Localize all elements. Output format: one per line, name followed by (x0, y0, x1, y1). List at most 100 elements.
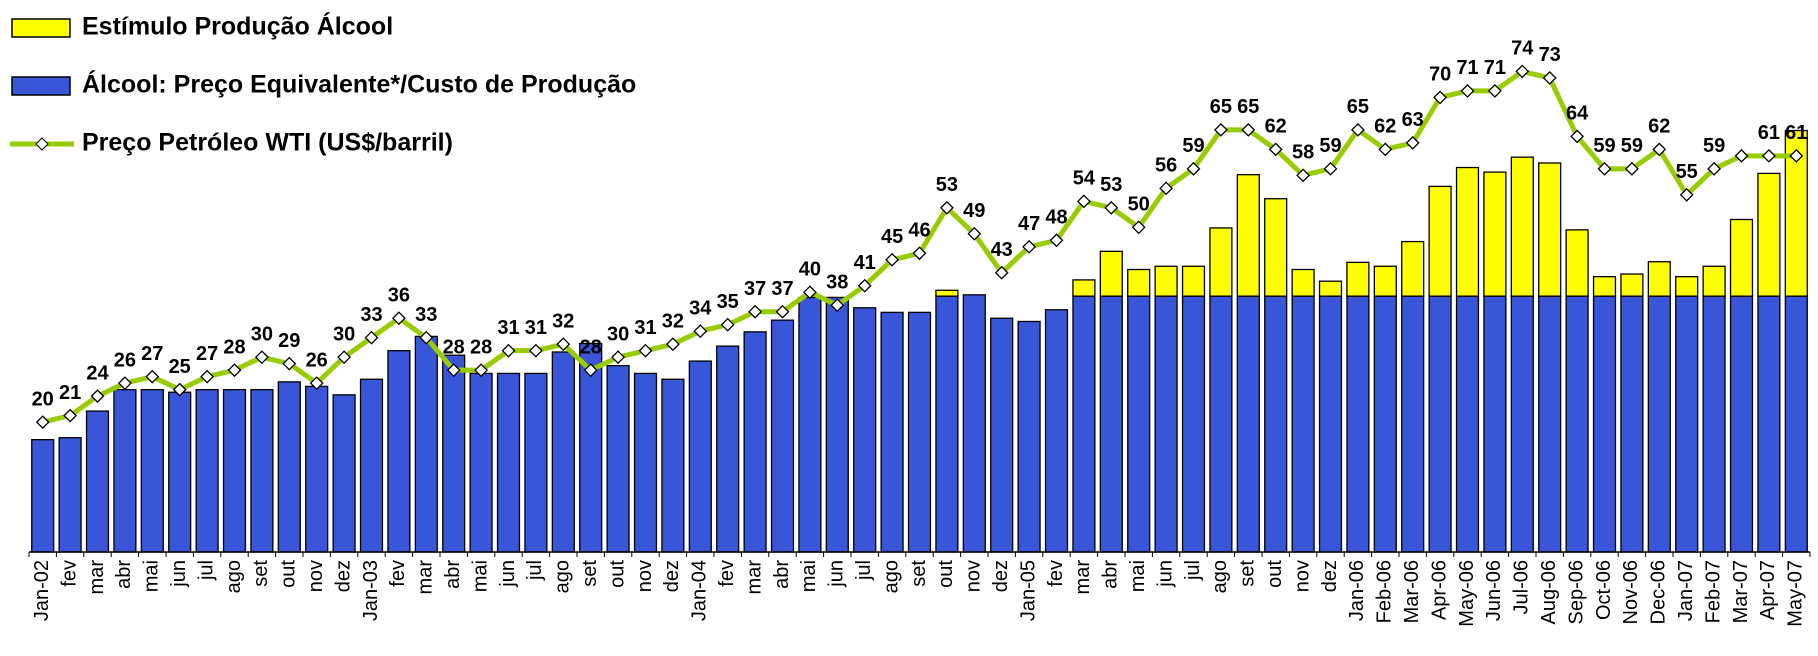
data-label: 70 (1429, 64, 1451, 86)
bar (853, 307, 877, 553)
bar (387, 350, 411, 553)
data-label: 31 (634, 317, 656, 339)
marker (1323, 161, 1338, 176)
marker (1186, 161, 1201, 176)
bar (1729, 218, 1754, 297)
bar (250, 388, 274, 553)
bar (1647, 295, 1671, 553)
bar (1455, 295, 1480, 553)
data-label: 29 (278, 330, 300, 352)
bar (1264, 198, 1288, 297)
bar (907, 311, 932, 553)
bar (1373, 295, 1397, 553)
marker (665, 337, 680, 352)
data-label: 62 (1265, 116, 1287, 138)
x-tick-label: mar (415, 560, 437, 595)
data-label: 45 (881, 226, 903, 248)
x-tick-label: abr (1100, 560, 1122, 589)
bar (1099, 250, 1123, 297)
bar (1318, 280, 1343, 297)
data-label: 56 (1155, 155, 1177, 177)
bar (442, 354, 466, 553)
bar (1044, 309, 1069, 553)
x-tick-label: Jan-07 (1675, 560, 1697, 621)
bar (1428, 295, 1452, 553)
marker (885, 252, 900, 267)
bar (31, 439, 55, 553)
bar (1099, 295, 1123, 553)
x-tick-label: jul (853, 560, 875, 581)
bar (1346, 295, 1370, 553)
data-label: 59 (1593, 135, 1615, 157)
x-tick-label: abr (771, 560, 793, 589)
marker (693, 324, 708, 339)
x-tick-label: dez (990, 560, 1012, 592)
marker (35, 415, 50, 430)
data-label: 62 (1374, 116, 1396, 138)
bar (1538, 295, 1562, 553)
data-label: 27 (196, 343, 218, 365)
x-tick-label: fev (1045, 560, 1067, 587)
data-label: 35 (717, 291, 739, 313)
bar (1592, 295, 1617, 553)
bar (1181, 295, 1206, 553)
data-label: 65 (1347, 96, 1369, 118)
bar (661, 378, 685, 553)
bar (825, 296, 849, 553)
marker (1761, 148, 1776, 163)
x-tick-label: ago (880, 560, 902, 593)
data-label: 36 (388, 284, 410, 306)
x-tick-label: jul (524, 560, 546, 581)
bar (140, 388, 164, 553)
x-tick-label: ago (1209, 560, 1231, 593)
bar (1784, 295, 1808, 553)
data-label: 43 (991, 239, 1013, 261)
legend-label: Preço Petróleo WTI (US$/barril) (82, 129, 453, 157)
x-tick-label: jul (1182, 560, 1204, 581)
marker (1542, 71, 1557, 85)
data-label: 61 (1758, 122, 1780, 144)
marker (90, 389, 105, 404)
data-label: 59 (1621, 135, 1643, 157)
x-tick-label: ago (223, 560, 245, 593)
x-tick-label: mai (469, 560, 491, 592)
bar (1401, 295, 1425, 553)
x-tick-label: jun (168, 560, 190, 588)
x-tick-label: Apr-06 (1428, 560, 1450, 620)
marker (912, 246, 927, 261)
bar (1675, 275, 1699, 297)
x-tick-label: Nov-06 (1620, 560, 1642, 624)
data-label: 71 (1484, 57, 1506, 79)
data-label: 31 (497, 317, 519, 339)
marker (1405, 135, 1420, 150)
marker (1076, 194, 1091, 209)
x-tick-label: Jan-04 (689, 560, 711, 621)
bar (606, 364, 630, 553)
bar (1455, 166, 1480, 297)
x-tick-label: set (1237, 560, 1259, 587)
x-tick-label: nov (1291, 560, 1313, 592)
bar (1291, 295, 1315, 553)
x-tick-label: mar (86, 560, 108, 595)
bar (1647, 261, 1671, 297)
data-label: 64 (1566, 103, 1589, 125)
x-tick-label: jun (1154, 560, 1176, 588)
x-tick-label: Sep-06 (1565, 560, 1587, 625)
data-label: 62 (1648, 116, 1670, 138)
x-tick-label: Jan-06 (1346, 560, 1368, 621)
x-tick-label: Mar-07 (1730, 560, 1752, 623)
marker (1296, 168, 1311, 183)
data-label: 46 (908, 220, 930, 242)
bar (222, 388, 247, 553)
bar (1209, 295, 1233, 553)
bar (524, 372, 548, 553)
bar (880, 311, 904, 553)
x-tick-label: May-07 (1785, 560, 1807, 627)
marker (1378, 142, 1393, 157)
marker (309, 376, 324, 391)
legend-swatch (11, 18, 71, 38)
bar (1757, 295, 1781, 553)
data-label: 26 (306, 349, 328, 371)
marker (1487, 83, 1502, 98)
x-tick-label: out (935, 560, 957, 588)
